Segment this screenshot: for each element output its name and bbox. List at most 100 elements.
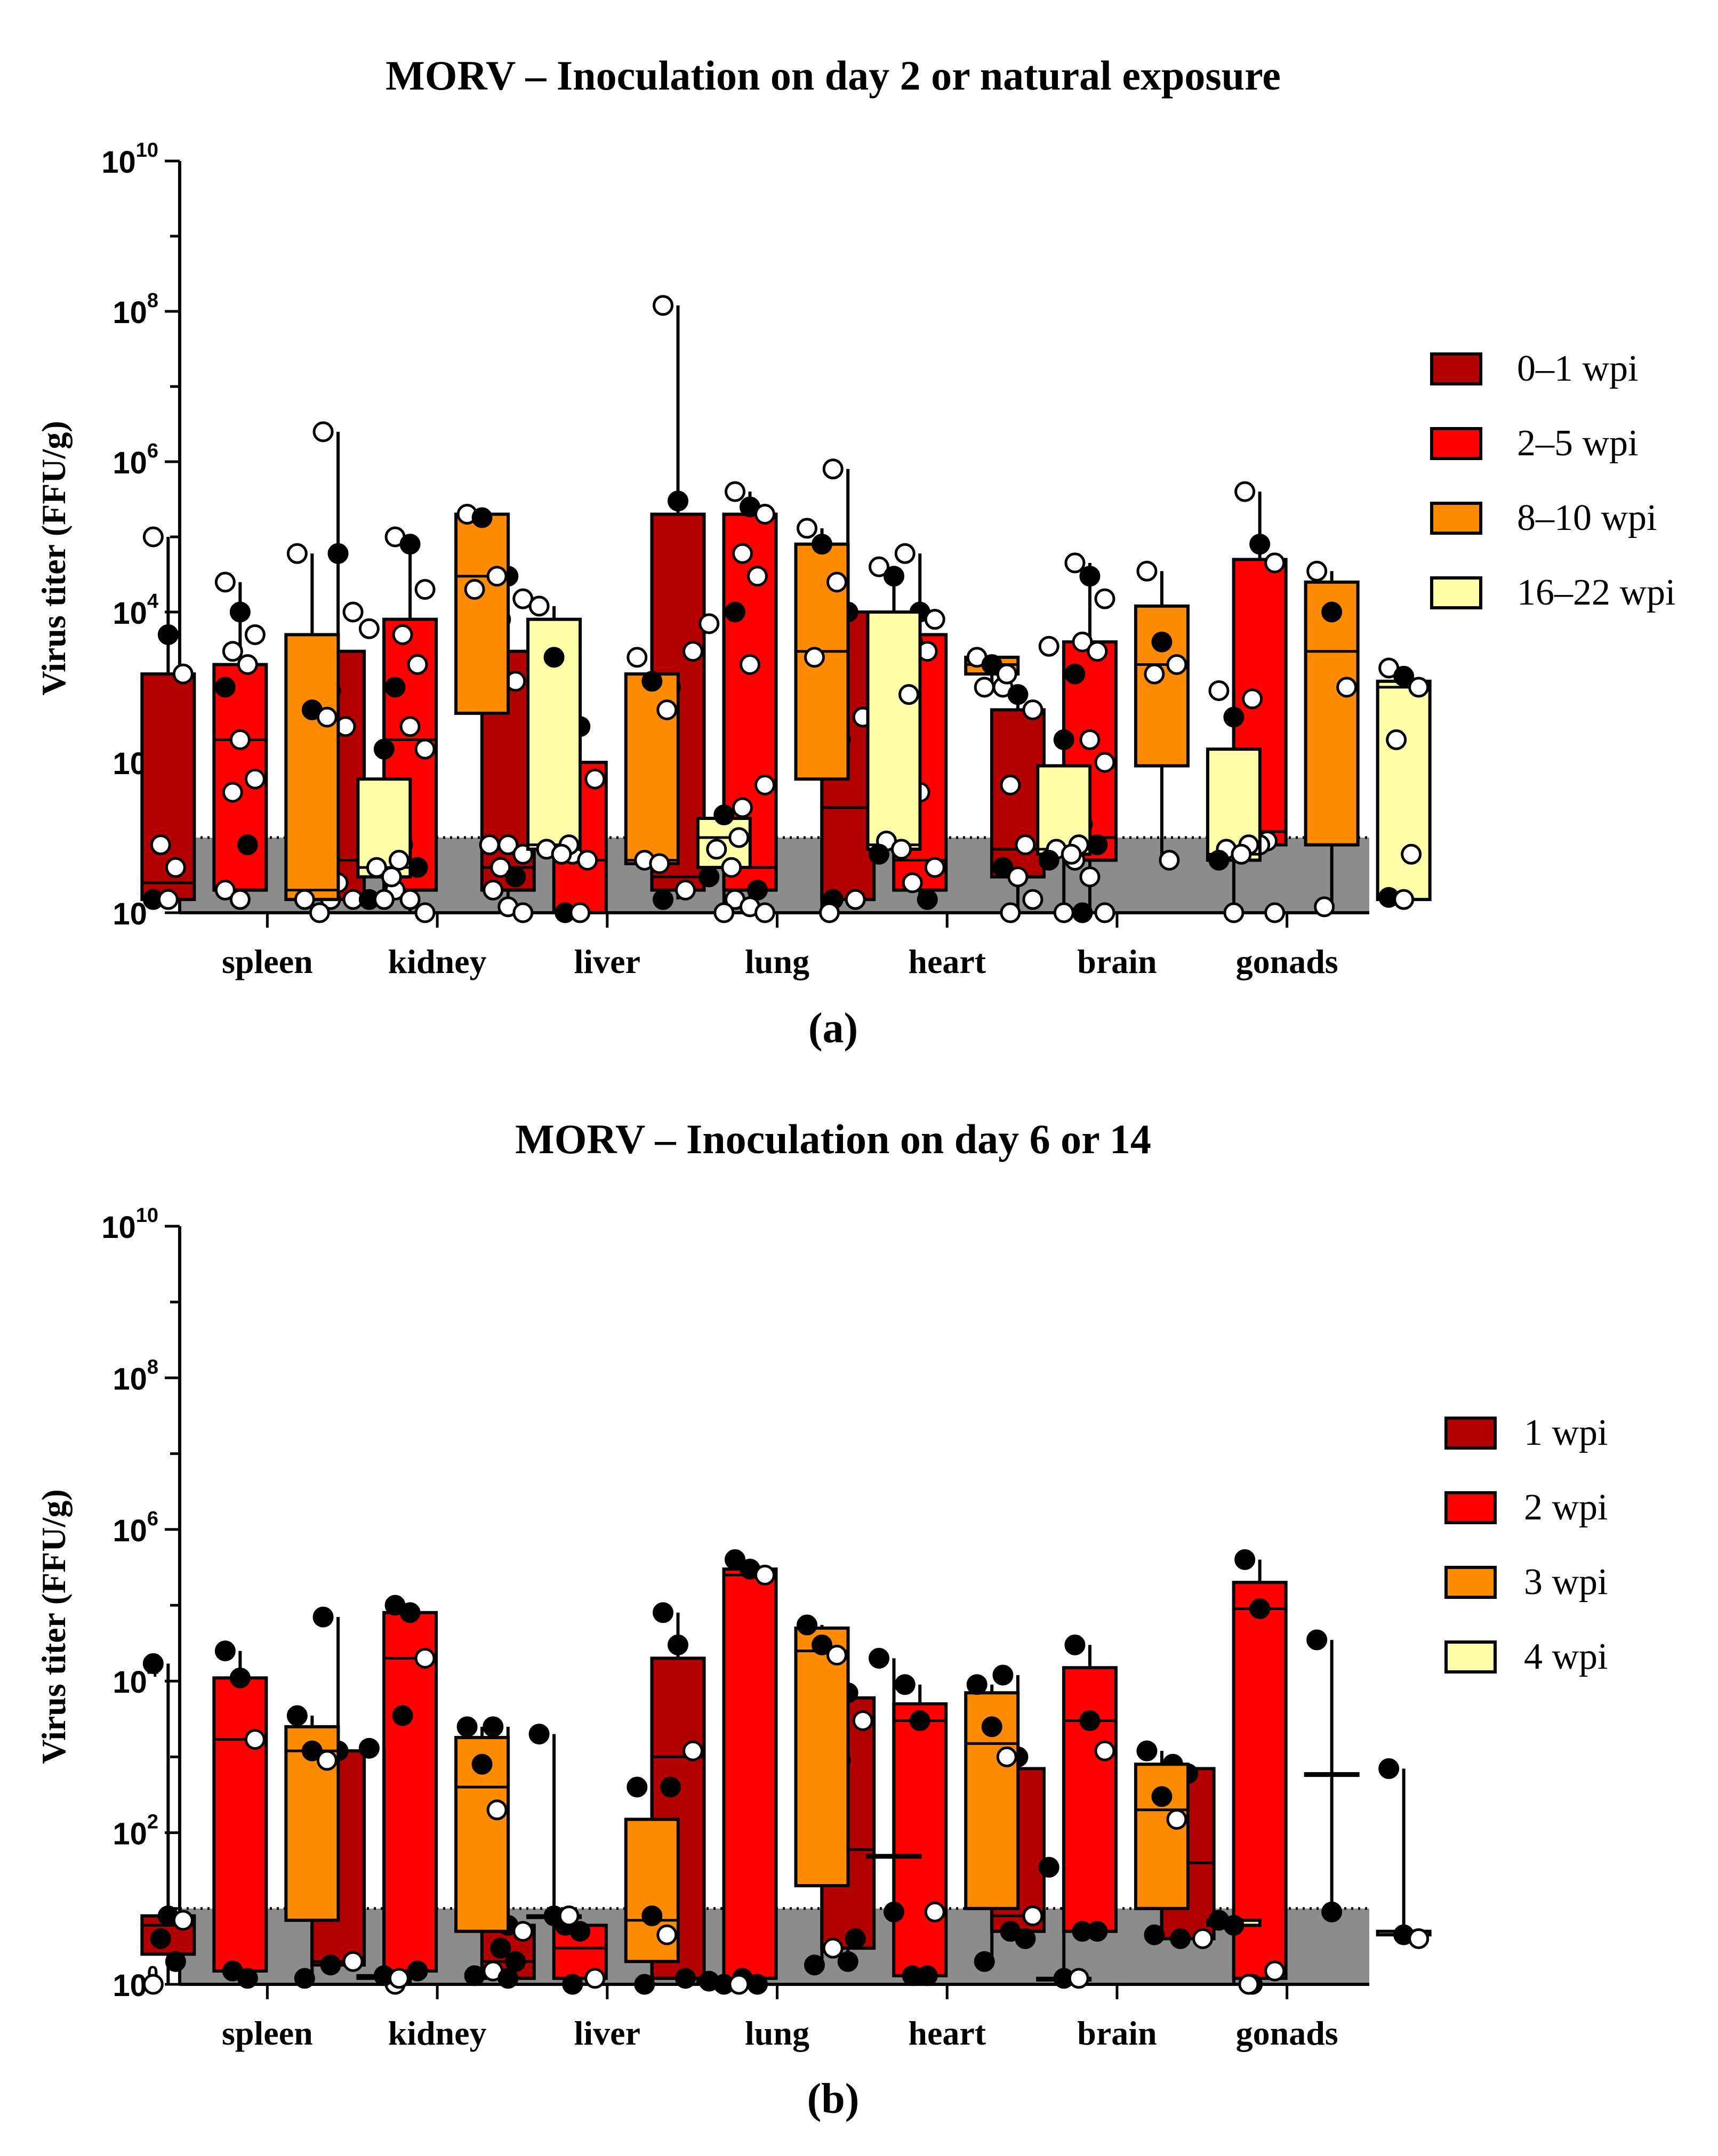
data-point bbox=[294, 1968, 315, 1989]
y-tick-label: 102 bbox=[113, 1811, 158, 1852]
data-point bbox=[699, 613, 720, 634]
data-point bbox=[1144, 663, 1165, 685]
data-point bbox=[1072, 902, 1093, 923]
x-tick-label: spleen bbox=[222, 2014, 313, 2052]
data-point bbox=[392, 1705, 413, 1726]
data-point bbox=[1087, 1921, 1108, 1942]
data-point bbox=[627, 1776, 648, 1798]
box bbox=[1134, 1763, 1190, 1910]
data-point bbox=[1393, 889, 1415, 910]
data-point bbox=[528, 596, 550, 617]
data-point bbox=[214, 677, 236, 698]
data-point bbox=[286, 543, 308, 564]
data-point bbox=[1249, 1598, 1271, 1620]
data-point bbox=[634, 1974, 655, 1995]
data-point bbox=[1079, 1710, 1101, 1732]
data-point bbox=[244, 624, 266, 645]
data-point bbox=[381, 866, 402, 888]
data-point bbox=[577, 849, 598, 871]
data-point bbox=[713, 902, 735, 923]
legend-swatch bbox=[1444, 1417, 1497, 1450]
data-point bbox=[172, 1910, 194, 1931]
data-point bbox=[1136, 1740, 1158, 1761]
data-point bbox=[728, 827, 750, 848]
data-point bbox=[1068, 1968, 1089, 1989]
data-point bbox=[316, 706, 338, 728]
data-point bbox=[924, 609, 945, 630]
data-point bbox=[1094, 752, 1115, 773]
box bbox=[1376, 679, 1432, 902]
data-point bbox=[165, 857, 186, 878]
data-point bbox=[884, 1901, 904, 1922]
data-point bbox=[1234, 1549, 1256, 1570]
y-tick-label: 108 bbox=[113, 289, 158, 330]
data-point bbox=[142, 1974, 164, 1995]
data-point bbox=[214, 1640, 236, 1662]
data-point bbox=[483, 880, 504, 901]
data-point bbox=[1072, 631, 1093, 653]
data-point bbox=[699, 866, 720, 888]
data-point bbox=[747, 566, 768, 587]
data-point bbox=[1249, 534, 1271, 555]
data-point bbox=[1064, 1634, 1086, 1655]
data-point bbox=[222, 782, 243, 803]
data-point bbox=[826, 1645, 847, 1666]
data-point bbox=[150, 834, 171, 856]
data-point bbox=[653, 295, 673, 316]
data-point bbox=[1136, 560, 1158, 582]
data-point bbox=[1264, 552, 1286, 574]
data-point bbox=[1166, 654, 1187, 675]
data-point bbox=[497, 1968, 519, 1989]
data-point bbox=[728, 1974, 750, 1995]
data-point bbox=[754, 504, 775, 525]
box bbox=[454, 512, 510, 715]
data-point bbox=[414, 738, 436, 760]
data-point bbox=[373, 738, 395, 760]
data-point bbox=[320, 1954, 341, 1976]
box bbox=[794, 1626, 850, 1887]
data-point bbox=[1061, 843, 1082, 865]
data-point bbox=[822, 1937, 844, 1959]
data-point bbox=[1038, 1856, 1059, 1878]
panel-label: (b) bbox=[807, 2075, 860, 2122]
data-point bbox=[797, 1614, 817, 1636]
data-point bbox=[1022, 1905, 1043, 1927]
data-point bbox=[486, 566, 508, 587]
chart-title: MORV – Inoculation on day 2 or natural e… bbox=[386, 52, 1281, 99]
x-tick-label: heart bbox=[908, 943, 986, 980]
chart-panel-a: MORV – Inoculation on day 2 or natural e… bbox=[35, 52, 1676, 1052]
data-point bbox=[388, 849, 410, 871]
data-point bbox=[1242, 688, 1263, 710]
data-point bbox=[399, 1602, 421, 1623]
data-point bbox=[1223, 1914, 1245, 1936]
legend-label: 1 wpi bbox=[1524, 1412, 1608, 1453]
data-point bbox=[996, 1746, 1017, 1767]
data-point bbox=[1166, 1809, 1187, 1830]
data-point bbox=[1000, 774, 1021, 795]
data-point bbox=[237, 834, 258, 856]
data-point bbox=[471, 1753, 493, 1775]
data-point bbox=[740, 654, 760, 675]
data-point bbox=[992, 1664, 1014, 1686]
data-point bbox=[1336, 677, 1358, 698]
data-point bbox=[721, 857, 742, 878]
data-point bbox=[312, 1606, 334, 1628]
data-point bbox=[483, 1716, 504, 1737]
data-point bbox=[675, 1968, 696, 1989]
data-point bbox=[165, 1951, 186, 1972]
data-point bbox=[656, 699, 678, 720]
data-point bbox=[1094, 588, 1115, 609]
data-point bbox=[294, 889, 315, 910]
data-point bbox=[966, 1674, 988, 1695]
data-point bbox=[157, 624, 179, 645]
legend-label: 4 wpi bbox=[1524, 1636, 1608, 1677]
data-point bbox=[822, 458, 844, 480]
data-point bbox=[222, 641, 243, 662]
data-point bbox=[237, 654, 258, 675]
x-tick-label: gonads bbox=[1236, 943, 1338, 980]
data-point bbox=[797, 518, 817, 539]
data-point bbox=[490, 1937, 511, 1959]
data-point bbox=[407, 1960, 428, 1982]
data-point bbox=[505, 1951, 526, 1972]
data-point bbox=[1231, 843, 1252, 865]
